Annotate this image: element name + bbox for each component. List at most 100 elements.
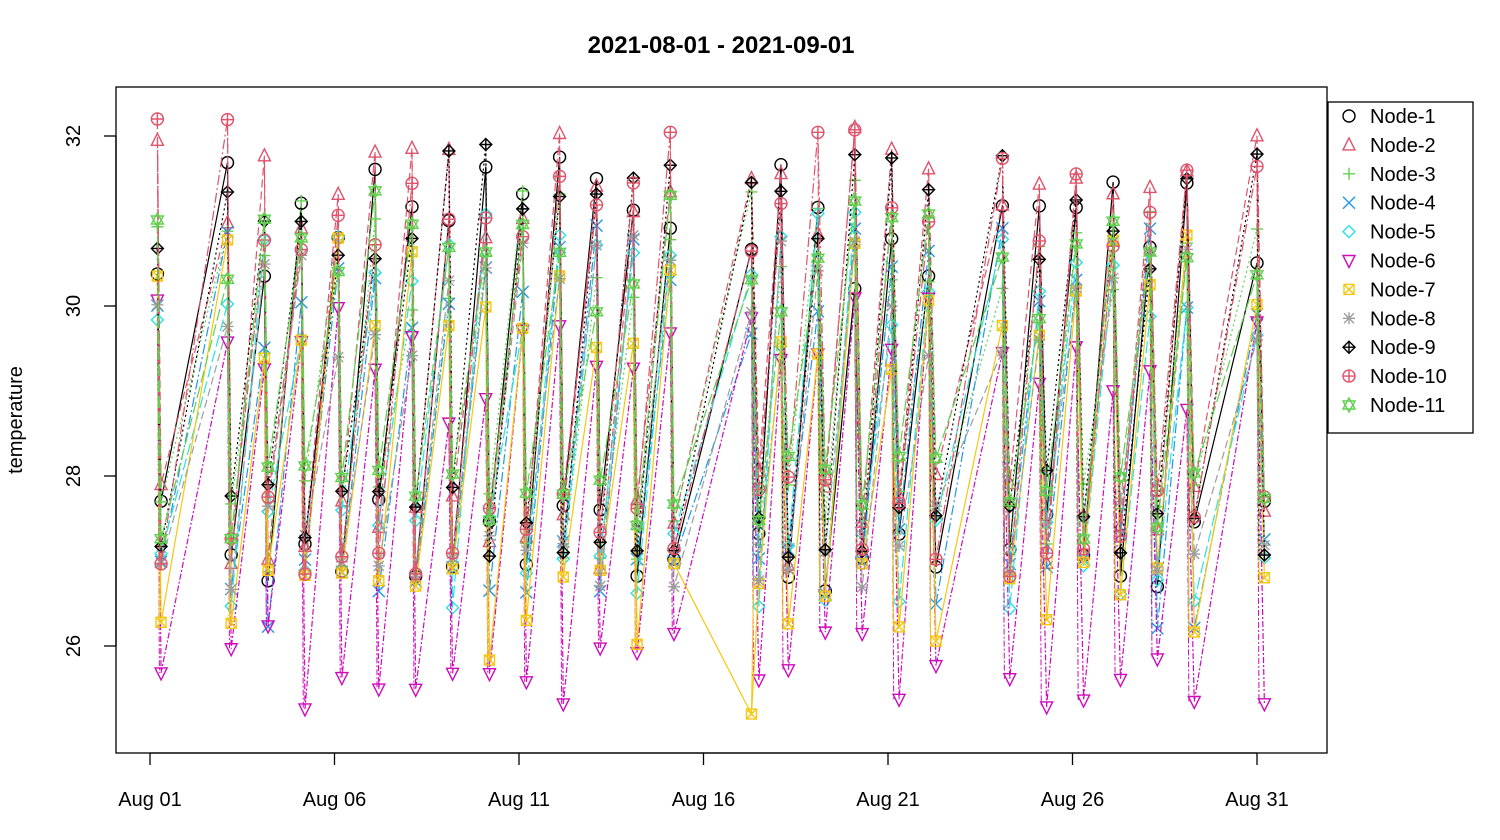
point-node-10 <box>442 212 456 226</box>
x-tick-label: Aug 16 <box>672 789 735 811</box>
point-node-10 <box>221 113 234 126</box>
legend-marker-node-5 <box>1342 224 1356 239</box>
point-node-6 <box>297 703 313 718</box>
point-node-7 <box>557 571 569 583</box>
series-node-10 <box>150 112 1272 584</box>
point-node-4 <box>257 341 271 355</box>
point-node-11 <box>1069 239 1084 253</box>
daily-range-node-11 <box>263 219 267 468</box>
point-node-11 <box>297 457 313 471</box>
point-node-6 <box>1039 701 1054 716</box>
point-node-8 <box>372 559 385 572</box>
point-node-8 <box>520 544 533 557</box>
point-node-10 <box>405 176 419 191</box>
point-node-5 <box>751 599 766 614</box>
point-node-11 <box>1257 493 1272 507</box>
point-node-10 <box>1250 159 1264 174</box>
point-node-11 <box>441 242 457 256</box>
point-node-10 <box>1143 205 1157 220</box>
point-node-10 <box>1114 530 1127 543</box>
point-node-7 <box>225 617 237 630</box>
point-node-11 <box>257 214 272 228</box>
point-node-11 <box>331 266 346 280</box>
daily-range-node-11 <box>1112 221 1116 477</box>
point-node-11 <box>478 247 493 261</box>
point-node-11 <box>744 275 759 289</box>
point-node-11 <box>1142 243 1158 257</box>
point-node-10 <box>745 245 758 258</box>
point-node-11 <box>751 515 767 529</box>
point-node-8 <box>752 574 765 587</box>
point-node-4 <box>257 341 271 355</box>
point-node-10 <box>1180 163 1194 177</box>
point-node-7 <box>517 322 529 334</box>
point-node-8 <box>405 349 418 362</box>
point-node-8 <box>594 580 607 593</box>
legend-marker-node-11 <box>1341 396 1357 414</box>
point-node-7 <box>516 322 529 335</box>
point-node-2 <box>367 143 383 158</box>
point-node-6 <box>445 667 460 682</box>
point-node-11 <box>847 192 862 206</box>
daily-range-node-11 <box>156 220 160 539</box>
point-node-10 <box>372 546 386 560</box>
point-node-3 <box>819 512 832 525</box>
point-node-9 <box>372 485 385 498</box>
point-node-7 <box>819 590 831 602</box>
point-node-11 <box>260 458 276 472</box>
point-node-1 <box>589 171 604 186</box>
point-node-11 <box>331 263 346 280</box>
point-node-5 <box>818 593 833 608</box>
daily-range-node-10 <box>411 183 415 574</box>
point-node-9 <box>811 232 824 245</box>
point-node-6 <box>1002 672 1017 688</box>
y-tick-label: 30 <box>63 295 85 317</box>
legend-marker-node-8 <box>1343 312 1355 325</box>
point-node-11 <box>744 271 759 289</box>
point-node-11 <box>1249 266 1265 280</box>
point-node-7 <box>557 571 569 583</box>
legend-marker-node-2 <box>1341 136 1357 151</box>
point-node-10 <box>409 567 422 580</box>
point-node-11 <box>334 469 350 487</box>
point-node-11 <box>663 190 678 204</box>
legend-box <box>1327 101 1474 434</box>
point-node-6 <box>153 667 169 682</box>
point-node-6 <box>153 667 169 682</box>
point-node-6 <box>224 643 239 658</box>
point-node-9 <box>818 542 833 557</box>
point-node-11 <box>891 451 907 465</box>
point-node-7 <box>258 352 270 364</box>
point-node-9 <box>590 188 603 201</box>
legend-marker-node-3 <box>1343 167 1355 180</box>
point-node-8 <box>752 574 765 587</box>
point-node-11 <box>1032 310 1047 324</box>
point-node-7 <box>1258 572 1270 584</box>
point-node-7 <box>819 590 831 602</box>
point-node-11 <box>1039 482 1054 500</box>
point-node-11 <box>552 243 567 261</box>
point-node-4 <box>482 584 496 598</box>
point-node-10 <box>553 170 566 183</box>
point-node-10 <box>1188 511 1201 524</box>
point-node-7 <box>373 575 385 587</box>
point-node-11 <box>371 462 386 479</box>
point-node-11 <box>810 249 826 267</box>
point-node-8 <box>1070 282 1083 295</box>
point-node-6 <box>629 647 645 662</box>
point-node-4 <box>294 295 308 309</box>
point-node-11 <box>367 182 383 200</box>
point-node-10 <box>744 244 759 258</box>
point-node-7 <box>258 352 271 364</box>
point-node-10 <box>479 211 493 225</box>
point-node-6 <box>1187 695 1202 711</box>
point-node-8 <box>594 580 607 593</box>
point-node-10 <box>1032 234 1046 248</box>
x-tick-label: Aug 26 <box>1041 789 1104 811</box>
point-node-2 <box>773 164 789 180</box>
point-node-10 <box>1143 206 1156 219</box>
point-node-8 <box>811 264 824 277</box>
point-node-7 <box>996 319 1009 332</box>
point-node-9 <box>810 231 825 246</box>
point-node-9 <box>922 183 935 196</box>
